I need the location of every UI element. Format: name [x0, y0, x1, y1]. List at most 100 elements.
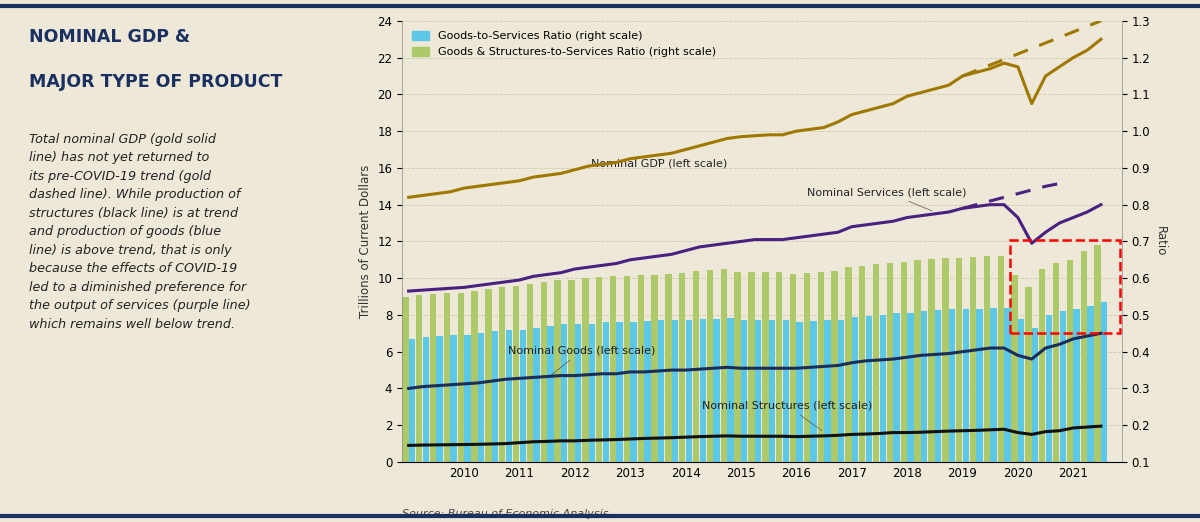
- Bar: [859, 266, 865, 462]
- Bar: [990, 307, 997, 462]
- Bar: [755, 321, 761, 462]
- Y-axis label: Trillions of Current Dollars: Trillions of Current Dollars: [359, 165, 372, 318]
- Bar: [624, 276, 630, 462]
- Bar: [1067, 260, 1073, 462]
- Bar: [949, 310, 955, 462]
- Legend: Goods-to-Services Ratio (right scale), Goods & Structures-to-Services Ratio (rig: Goods-to-Services Ratio (right scale), G…: [408, 27, 720, 62]
- Bar: [1045, 315, 1052, 462]
- Bar: [478, 334, 485, 462]
- Bar: [914, 260, 920, 462]
- Bar: [1012, 275, 1018, 462]
- Bar: [547, 326, 553, 462]
- Bar: [887, 263, 893, 462]
- Bar: [652, 275, 658, 462]
- Bar: [402, 296, 408, 462]
- Bar: [942, 258, 948, 462]
- Bar: [804, 272, 810, 462]
- Bar: [527, 283, 533, 462]
- Bar: [1025, 288, 1032, 462]
- Bar: [409, 339, 415, 462]
- Bar: [742, 321, 748, 462]
- Bar: [782, 321, 788, 462]
- Text: Nominal Services (left scale): Nominal Services (left scale): [808, 187, 967, 211]
- Bar: [533, 328, 540, 462]
- Bar: [776, 272, 782, 462]
- Bar: [845, 267, 852, 462]
- Bar: [602, 322, 608, 462]
- Bar: [790, 274, 797, 462]
- Bar: [1004, 307, 1010, 462]
- Bar: [464, 335, 470, 462]
- Bar: [1087, 306, 1093, 462]
- Bar: [727, 318, 733, 462]
- Bar: [700, 318, 706, 462]
- Bar: [422, 337, 428, 462]
- Bar: [707, 270, 713, 462]
- Bar: [610, 276, 617, 462]
- Bar: [541, 282, 547, 462]
- Bar: [935, 311, 941, 462]
- Bar: [749, 272, 755, 462]
- Text: Nominal Goods (left scale): Nominal Goods (left scale): [509, 346, 655, 376]
- Bar: [907, 313, 913, 462]
- Bar: [554, 280, 560, 462]
- Bar: [734, 272, 740, 462]
- Bar: [977, 309, 983, 462]
- Bar: [1009, 240, 1121, 334]
- Bar: [817, 272, 824, 462]
- Bar: [472, 291, 478, 462]
- Bar: [956, 258, 962, 462]
- Bar: [692, 271, 700, 462]
- Bar: [430, 294, 437, 462]
- Bar: [589, 324, 595, 462]
- Bar: [596, 277, 602, 462]
- Bar: [1081, 251, 1087, 462]
- Bar: [450, 335, 457, 462]
- Text: MAJOR TYPE OF PRODUCT: MAJOR TYPE OF PRODUCT: [29, 73, 283, 91]
- Bar: [679, 272, 685, 462]
- Bar: [499, 288, 505, 462]
- Bar: [562, 324, 568, 462]
- Bar: [520, 330, 526, 462]
- Bar: [962, 310, 968, 462]
- Bar: [457, 293, 464, 462]
- Bar: [512, 286, 520, 462]
- Bar: [672, 321, 678, 462]
- Text: NOMINAL GDP &: NOMINAL GDP &: [29, 28, 191, 46]
- Bar: [984, 256, 990, 462]
- Bar: [637, 276, 644, 462]
- Bar: [922, 311, 928, 462]
- Bar: [970, 257, 977, 462]
- Bar: [1073, 310, 1080, 462]
- Bar: [617, 322, 623, 462]
- Bar: [865, 316, 872, 462]
- Bar: [569, 280, 575, 462]
- Bar: [1060, 311, 1066, 462]
- Bar: [997, 256, 1004, 462]
- Bar: [852, 317, 858, 462]
- Bar: [685, 321, 692, 462]
- Bar: [929, 259, 935, 462]
- Bar: [575, 324, 581, 462]
- Bar: [797, 322, 803, 462]
- Bar: [713, 318, 720, 462]
- Bar: [505, 330, 512, 462]
- Bar: [1032, 328, 1038, 462]
- Bar: [824, 321, 830, 462]
- Bar: [901, 262, 907, 462]
- Text: Nominal GDP (left scale): Nominal GDP (left scale): [592, 158, 727, 168]
- Bar: [838, 319, 845, 462]
- Bar: [630, 322, 637, 462]
- Bar: [492, 331, 498, 462]
- Bar: [1052, 264, 1060, 462]
- Bar: [872, 265, 880, 462]
- Bar: [582, 278, 588, 462]
- Text: Nominal Structures (left scale): Nominal Structures (left scale): [702, 401, 872, 431]
- Bar: [1039, 269, 1045, 462]
- Bar: [1094, 245, 1100, 462]
- Bar: [644, 322, 650, 462]
- Bar: [485, 289, 492, 462]
- Bar: [810, 322, 817, 462]
- Bar: [658, 321, 665, 462]
- Bar: [769, 321, 775, 462]
